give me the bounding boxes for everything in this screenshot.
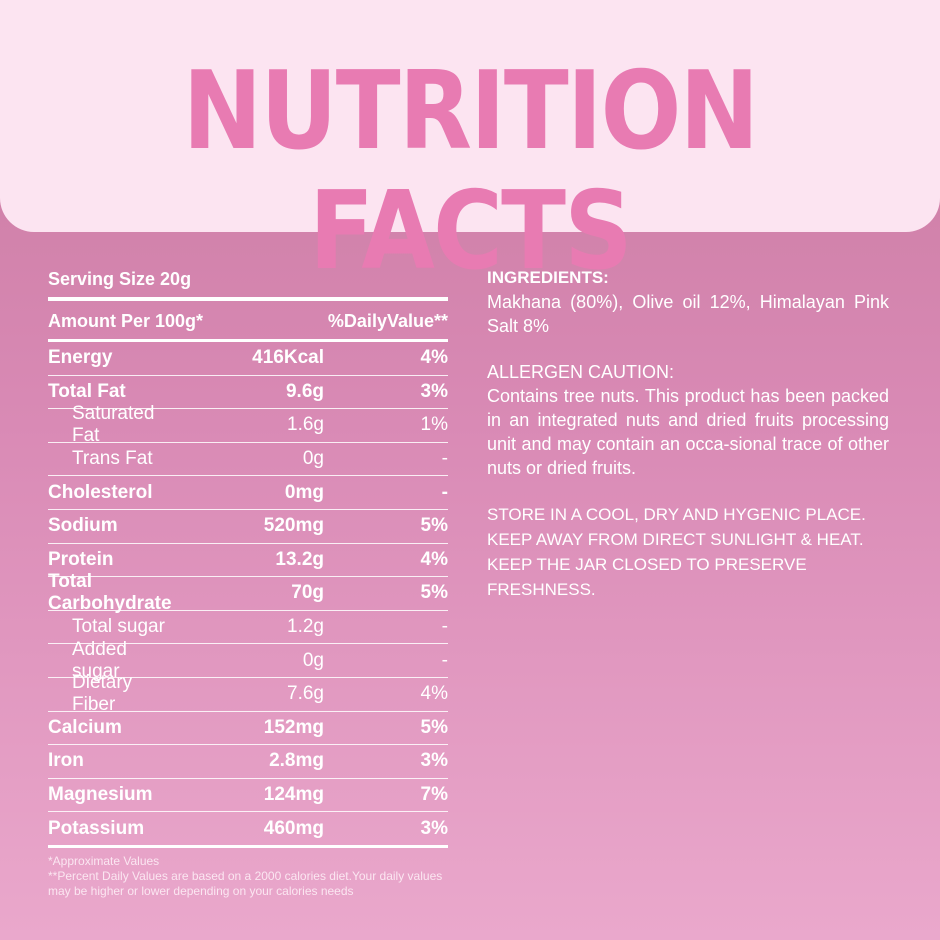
ingredients-heading: INGREDIENTS: [487, 268, 609, 287]
nutrient-daily-value: - [441, 481, 448, 503]
nutrient-name: Sodium [48, 515, 118, 537]
amount-header: Amount Per 100g* [48, 311, 204, 331]
nutrient-amount: 460mg [263, 817, 324, 839]
nutrient-daily-value: 4% [420, 548, 448, 570]
info-column: INGREDIENTS: Makhana (80%), Olive oil 12… [487, 266, 889, 602]
nutrient-amount: 520mg [263, 515, 324, 537]
nutrient-name: Total sugar [72, 616, 165, 638]
nutrient-daily-value: 5% [420, 515, 448, 537]
table-row: Energy 416Kcal 4% [48, 342, 448, 376]
nutrient-daily-value: - [441, 616, 448, 638]
nutrient-amount: 416Kcal [252, 347, 324, 369]
nutrient-amount: 124mg [263, 784, 324, 806]
ingredients-section: INGREDIENTS: Makhana (80%), Olive oil 12… [487, 266, 889, 338]
allergen-heading: ALLERGEN CAUTION: [487, 362, 675, 382]
table-row: Saturated Fat 1.6g 1% [48, 403, 448, 446]
table-row: Trans Fat 0g - [48, 443, 448, 477]
nutrient-name: Total Carbohydrate [48, 571, 172, 615]
page-title: NUTRITION FACTS [182, 49, 760, 294]
nutrient-daily-value: 1% [420, 414, 448, 436]
nutrient-daily-value: 5% [420, 582, 448, 604]
nutrient-daily-value: 7% [420, 784, 448, 806]
nutrient-name: Total Fat [48, 380, 126, 402]
table-row: Sodium 520mg 5% [48, 510, 448, 544]
serving-size: Serving Size 20g [48, 265, 448, 301]
nutrient-amount: 1.6g [287, 414, 324, 436]
table-header: Amount Per 100g* %DailyValue** [48, 301, 448, 342]
nutrient-daily-value: 5% [420, 716, 448, 738]
nutrient-amount: 13.2g [275, 548, 324, 570]
table-row: Total sugar 1.2g - [48, 611, 448, 645]
allergen-text: Contains tree nuts. This product has bee… [487, 386, 889, 478]
nutrient-amount: 70g [291, 582, 324, 604]
table-row: Iron 2.8mg 3% [48, 745, 448, 779]
nutrient-name: Energy [48, 347, 113, 369]
nutrient-amount: 152mg [263, 716, 324, 738]
table-row: Added sugar 0g - [48, 639, 448, 682]
daily-value-header: %DailyValue** [327, 311, 448, 331]
nutrient-daily-value: - [441, 649, 448, 671]
table-row: Calcium 152mg 5% [48, 712, 448, 746]
nutrient-daily-value: 4% [420, 347, 448, 369]
footnotes: *Approximate Values **Percent Daily Valu… [48, 854, 448, 899]
nutrient-rows: Energy 416Kcal 4% Total Fat 9.6g 3% Saturated … [48, 342, 448, 848]
nutrient-name: Magnesium [48, 784, 153, 806]
nutrient-name: Potassium [48, 817, 145, 839]
nutrient-name: Protein [48, 548, 114, 570]
nutrient-name: Calcium [48, 716, 122, 738]
nutrient-name: Saturated Fat [72, 403, 155, 447]
table-row: Magnesium 124mg 7% [48, 779, 448, 813]
nutrient-amount: 0g [302, 448, 324, 470]
nutrient-daily-value: 3% [420, 750, 448, 772]
nutrient-amount: 9.6g [285, 380, 324, 402]
nutrient-daily-value: 3% [420, 817, 448, 839]
footnote-approx: *Approximate Values [48, 853, 160, 868]
table-row: Total Carbohydrate 70g 5% [48, 571, 448, 614]
nutrient-daily-value: 4% [420, 683, 448, 705]
table-row: Cholesterol 0mg - [48, 476, 448, 510]
nutrient-daily-value: - [441, 448, 448, 470]
table-row: Dietary Fiber 7.6g 4% [48, 672, 448, 715]
nutrient-daily-value: 3% [420, 380, 448, 402]
nutrient-amount: 0g [302, 649, 324, 671]
nutrition-table: Serving Size 20g Amount Per 100g* %Daily… [48, 265, 448, 899]
nutrient-name: Added sugar [72, 638, 127, 682]
allergen-section: ALLERGEN CAUTION: Contains tree nuts. Th… [487, 360, 889, 480]
nutrient-name: Cholesterol [48, 481, 153, 503]
nutrient-name: Iron [48, 750, 84, 772]
nutrient-amount: 7.6g [287, 683, 324, 705]
nutrient-name: Dietary Fiber [72, 672, 133, 716]
table-row: Total Fat 9.6g 3% [48, 376, 448, 410]
nutrient-name: Trans Fat [72, 448, 153, 470]
table-row: Protein 13.2g 4% [48, 544, 448, 578]
nutrient-amount: 0mg [284, 481, 324, 503]
storage-instructions: STORE IN A COOL, DRY AND HYGENIC PLACE. … [487, 505, 866, 599]
nutrient-amount: 2.8mg [269, 750, 324, 772]
ingredients-text: Makhana (80%), Olive oil 12%, Himalayan … [487, 292, 889, 336]
table-row: Potassium 460mg 3% [48, 812, 448, 848]
header-panel: NUTRITION FACTS [0, 0, 940, 292]
nutrient-amount: 1.2g [287, 616, 324, 638]
footnote-daily-value: **Percent Daily Values are based on a 20… [48, 868, 443, 898]
